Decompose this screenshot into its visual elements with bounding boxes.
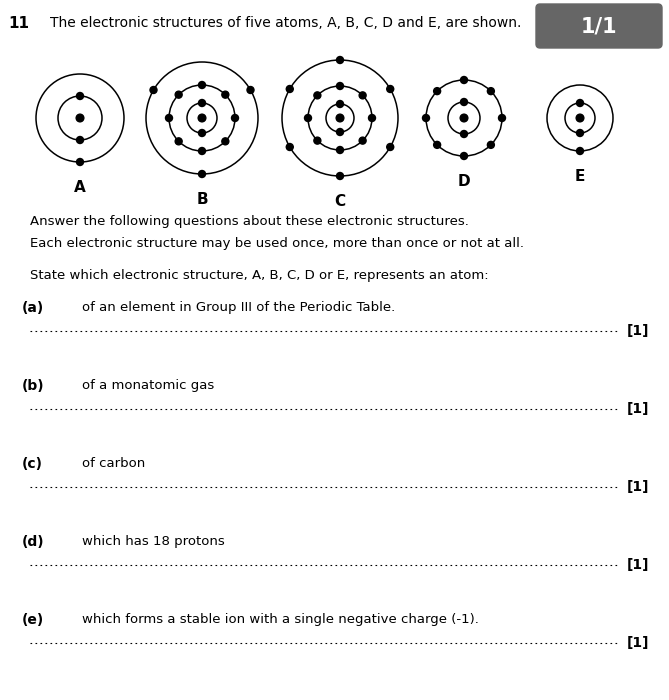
Circle shape bbox=[498, 115, 506, 122]
Circle shape bbox=[337, 129, 343, 136]
Text: Answer the following questions about these electronic structures.: Answer the following questions about the… bbox=[30, 215, 469, 228]
Text: C: C bbox=[334, 194, 346, 209]
Text: B: B bbox=[196, 192, 208, 207]
Text: which has 18 protons: which has 18 protons bbox=[82, 535, 225, 548]
Text: (a): (a) bbox=[22, 301, 44, 315]
FancyBboxPatch shape bbox=[536, 4, 662, 48]
Text: State which electronic structure, A, B, C, D or E, represents an atom:: State which electronic structure, A, B, … bbox=[30, 269, 488, 282]
Circle shape bbox=[199, 81, 205, 88]
Text: which forms a stable ion with a single negative charge (-1).: which forms a stable ion with a single n… bbox=[82, 613, 479, 626]
Circle shape bbox=[359, 137, 366, 144]
Circle shape bbox=[460, 114, 468, 122]
Circle shape bbox=[460, 99, 468, 106]
Circle shape bbox=[175, 91, 182, 98]
Circle shape bbox=[199, 171, 205, 178]
Circle shape bbox=[577, 148, 583, 155]
Text: The electronic structures of five atoms, A, B, C, D and E, are shown.: The electronic structures of five atoms,… bbox=[50, 16, 521, 30]
Circle shape bbox=[76, 136, 84, 144]
Circle shape bbox=[488, 88, 494, 94]
Text: (c): (c) bbox=[22, 457, 43, 471]
Text: Each electronic structure may be used once, more than once or not at all.: Each electronic structure may be used on… bbox=[30, 237, 524, 250]
Circle shape bbox=[460, 76, 468, 83]
Circle shape bbox=[337, 146, 343, 153]
Text: of a monatomic gas: of a monatomic gas bbox=[82, 379, 214, 392]
Circle shape bbox=[175, 138, 182, 145]
Circle shape bbox=[423, 115, 429, 122]
Circle shape bbox=[359, 92, 366, 99]
Circle shape bbox=[286, 85, 293, 92]
Text: 1/1: 1/1 bbox=[581, 16, 617, 36]
Circle shape bbox=[304, 115, 312, 122]
Circle shape bbox=[222, 91, 229, 98]
Circle shape bbox=[314, 92, 321, 99]
Text: D: D bbox=[458, 174, 470, 189]
Circle shape bbox=[488, 141, 494, 148]
Circle shape bbox=[387, 85, 394, 92]
Circle shape bbox=[76, 92, 84, 99]
Text: (d): (d) bbox=[22, 535, 45, 549]
Circle shape bbox=[198, 114, 206, 122]
Circle shape bbox=[576, 114, 584, 122]
Circle shape bbox=[577, 99, 583, 106]
Text: of carbon: of carbon bbox=[82, 457, 145, 470]
Circle shape bbox=[434, 88, 441, 94]
Circle shape bbox=[199, 130, 205, 136]
Circle shape bbox=[199, 99, 205, 106]
Text: (b): (b) bbox=[22, 379, 45, 393]
Text: A: A bbox=[74, 180, 86, 195]
Text: E: E bbox=[575, 169, 585, 184]
Circle shape bbox=[76, 158, 84, 165]
Circle shape bbox=[337, 101, 343, 108]
Text: [1]: [1] bbox=[627, 636, 650, 650]
Text: [1]: [1] bbox=[627, 402, 650, 416]
Circle shape bbox=[387, 144, 394, 150]
Circle shape bbox=[165, 115, 173, 122]
Circle shape bbox=[222, 138, 229, 145]
Circle shape bbox=[76, 114, 84, 122]
Circle shape bbox=[577, 130, 583, 136]
Circle shape bbox=[434, 141, 441, 148]
Circle shape bbox=[314, 137, 321, 144]
Circle shape bbox=[460, 153, 468, 160]
Circle shape bbox=[336, 114, 344, 122]
Text: (e): (e) bbox=[22, 613, 44, 627]
Text: [1]: [1] bbox=[627, 558, 650, 572]
Text: [1]: [1] bbox=[627, 480, 650, 494]
Circle shape bbox=[247, 87, 254, 94]
Circle shape bbox=[460, 130, 468, 137]
Circle shape bbox=[369, 115, 375, 122]
Circle shape bbox=[337, 83, 343, 90]
Text: of an element in Group III of the Periodic Table.: of an element in Group III of the Period… bbox=[82, 301, 395, 314]
Circle shape bbox=[337, 172, 343, 179]
Circle shape bbox=[199, 148, 205, 155]
Circle shape bbox=[231, 115, 239, 122]
Text: 11: 11 bbox=[8, 16, 29, 31]
Circle shape bbox=[150, 87, 157, 94]
Circle shape bbox=[286, 144, 293, 150]
Text: [1]: [1] bbox=[627, 324, 650, 338]
Circle shape bbox=[337, 57, 343, 64]
